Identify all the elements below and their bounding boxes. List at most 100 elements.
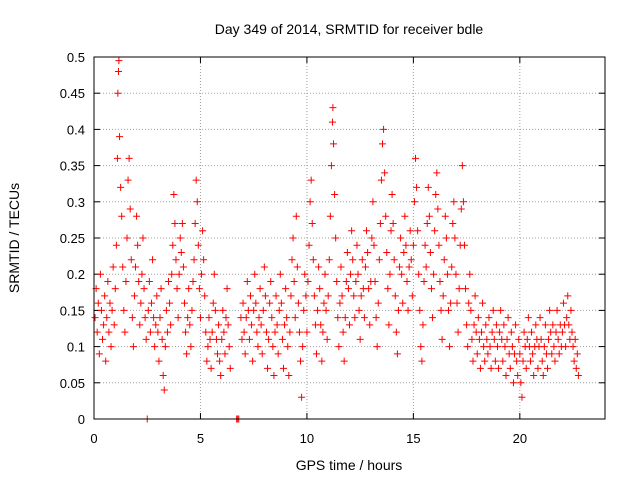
data-point (537, 335, 545, 343)
data-point (513, 357, 521, 365)
data-point (334, 314, 342, 322)
data-point (485, 314, 493, 322)
data-point (351, 314, 359, 322)
data-point (97, 306, 105, 314)
data-point (399, 299, 407, 307)
data-point (138, 270, 146, 278)
data-point (344, 285, 352, 293)
data-point (455, 285, 463, 293)
data-point (168, 270, 176, 278)
data-point (142, 335, 150, 343)
data-point (157, 285, 165, 293)
data-point (150, 314, 158, 322)
data-point (341, 314, 349, 322)
y-tick-label: 0.5 (67, 50, 85, 65)
data-point (187, 343, 195, 351)
data-point (526, 357, 534, 365)
data-point (113, 154, 121, 162)
y-tick-label: 0.4 (67, 122, 85, 137)
data-point (349, 256, 357, 264)
data-point (133, 212, 141, 220)
data-point (438, 335, 446, 343)
data-point (495, 364, 503, 372)
data-point (434, 205, 442, 213)
data-point (383, 248, 391, 256)
data-point (115, 57, 123, 65)
data-point (355, 306, 363, 314)
y-tick-label: 0.1 (67, 340, 85, 355)
data-point (340, 357, 348, 365)
y-tick-label: 0.45 (60, 86, 85, 101)
data-point (489, 306, 497, 314)
data-point (569, 343, 577, 351)
data-point (140, 285, 148, 293)
data-point (476, 364, 484, 372)
data-point (370, 241, 378, 249)
data-point (458, 162, 466, 170)
data-point (442, 234, 450, 242)
data-point (294, 299, 302, 307)
data-point (323, 335, 331, 343)
data-point (545, 335, 553, 343)
x-axis-label: GPS time / hours (296, 457, 403, 473)
data-point (335, 343, 343, 351)
data-point (257, 321, 265, 329)
data-point (158, 335, 166, 343)
data-point (324, 292, 332, 300)
data-point (301, 270, 309, 278)
data-point (384, 285, 392, 293)
data-point (122, 277, 130, 285)
data-point (94, 299, 102, 307)
data-point (356, 335, 364, 343)
data-point (412, 154, 420, 162)
data-point (261, 292, 269, 300)
data-point (574, 372, 582, 380)
data-point (171, 220, 179, 228)
data-point (493, 343, 501, 351)
data-point (153, 292, 161, 300)
data-point (176, 234, 184, 242)
data-point (389, 220, 397, 228)
data-point (275, 306, 283, 314)
data-point (536, 314, 544, 322)
data-point (539, 372, 547, 380)
data-point (317, 321, 325, 329)
data-point (266, 299, 274, 307)
data-point (145, 277, 153, 285)
data-point (256, 285, 264, 293)
data-point (129, 343, 137, 351)
data-point (387, 227, 395, 235)
data-point (328, 118, 336, 126)
data-point (532, 321, 540, 329)
data-point (300, 306, 308, 314)
data-point (518, 393, 526, 401)
data-point (483, 335, 491, 343)
data-point (281, 321, 289, 329)
data-point (419, 321, 427, 329)
data-point (448, 263, 456, 271)
data-point (410, 198, 418, 206)
data-point (223, 285, 231, 293)
data-point (459, 198, 467, 206)
data-point (249, 357, 257, 365)
y-tick-label: 0.05 (60, 376, 85, 391)
data-point (246, 292, 254, 300)
data-point (360, 314, 368, 322)
data-point (219, 306, 227, 314)
data-point (418, 357, 426, 365)
data-point (166, 299, 174, 307)
data-point (114, 67, 122, 75)
data-point (295, 328, 303, 336)
data-point (102, 357, 110, 365)
data-point (310, 292, 318, 300)
data-point (443, 270, 451, 278)
data-point (432, 191, 440, 199)
data-point (403, 277, 411, 285)
data-point (226, 364, 234, 372)
data-point (201, 292, 209, 300)
data-point (120, 306, 128, 314)
data-point (315, 263, 323, 271)
data-point (96, 270, 104, 278)
data-point (475, 335, 483, 343)
data-point (393, 350, 401, 358)
